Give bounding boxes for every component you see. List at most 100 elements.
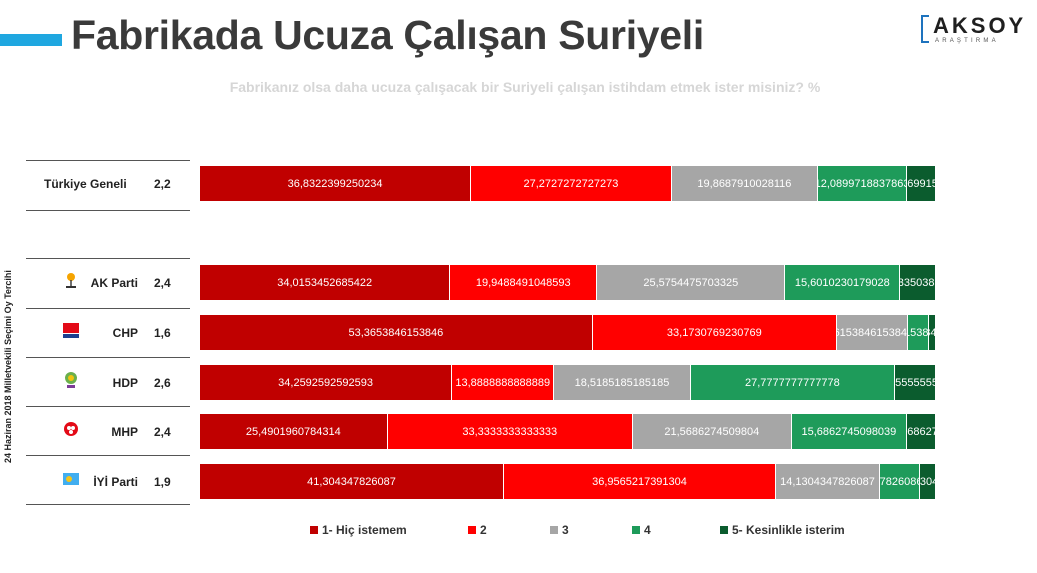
data-label: 19,8687910028116 xyxy=(697,177,792,190)
bar-segment: 2,17391304347826 xyxy=(920,464,936,499)
row-label: HDP xyxy=(112,376,138,390)
bar-segment: 12,0899718837863 xyxy=(818,166,908,201)
aksoy-logo: AKSOY ARAŞTIRMA xyxy=(921,13,1031,48)
data-label: 34,2592592592593 xyxy=(278,376,373,389)
row-label: İYİ Parti xyxy=(93,475,138,489)
data-label: 5,55555555555556 xyxy=(895,376,936,389)
data-label: 12,0899718837863 xyxy=(818,177,908,190)
side-axis-label: 24 Haziran 2018 Milletvekili Seçimi Oy T… xyxy=(3,270,13,463)
stacked-bar: 36,8322399250234 27,2727272727273 19,86879… xyxy=(200,166,936,201)
row-label: CHP xyxy=(112,326,138,340)
data-label: 15,6010230179028 xyxy=(794,276,890,289)
bar-segment: 41,304347826087 xyxy=(200,464,504,499)
data-label: 36,9565217391304 xyxy=(592,475,687,488)
bar-segment: 33,1730769230769 xyxy=(592,315,837,350)
row-divider-line xyxy=(26,308,190,309)
bar-segment: 36,8322399250234 xyxy=(200,166,472,201)
bar-segment: 0,96153846153846 xyxy=(928,315,936,350)
legend-label: 3 xyxy=(562,523,569,537)
title-accent-bar xyxy=(0,34,62,46)
data-label: 41,304347826087 xyxy=(307,475,396,488)
data-label: 4,85933503836317 xyxy=(900,276,935,289)
legend-label: 5- Kesinlikle isterim xyxy=(732,523,845,537)
row-mean-value: 2,4 xyxy=(154,425,171,439)
row-mean-value: 2,6 xyxy=(154,376,171,390)
data-label: 19,9488491048593 xyxy=(475,276,571,289)
hdp-logo-icon xyxy=(62,371,80,389)
chp-logo-icon xyxy=(62,321,80,339)
bar-segment: 2,88461538461538 xyxy=(907,315,929,350)
row-divider-line xyxy=(26,160,190,161)
stacked-bar: 34,2592592592593 13,8888888888889 18,51851… xyxy=(200,365,936,400)
data-label: 27,7777777777778 xyxy=(744,376,840,389)
data-label: 33,1730769230769 xyxy=(666,326,762,339)
data-label: 21,5686274509804 xyxy=(664,425,760,438)
bar-segment: 5,43478260869565 xyxy=(880,464,920,499)
bar-segment: 34,0153452685422 xyxy=(200,265,451,300)
bar-segment: 19,9488491048593 xyxy=(450,265,598,300)
legend-swatch xyxy=(632,526,640,534)
data-label: 36,8322399250234 xyxy=(287,177,383,190)
bar-segment: 36,9565217391304 xyxy=(504,464,776,499)
data-label: 15,6862745098039 xyxy=(801,425,897,438)
data-label: 3,93626991565136 xyxy=(907,177,935,190)
bar-segment: 25,5754475703325 xyxy=(597,265,786,300)
legend-label: 4 xyxy=(644,523,651,537)
legend-label: 2 xyxy=(480,523,487,537)
bar-segment: 15,6010230179028 xyxy=(785,265,901,300)
bar-segment: 18,5185185185185 xyxy=(554,365,691,400)
data-label: 27,2727272727273 xyxy=(523,177,619,190)
stacked-bar: 41,304347826087 36,9565217391304 14,130434… xyxy=(200,464,936,499)
row-mean-value: 1,9 xyxy=(154,475,171,489)
logo-bracket-icon xyxy=(921,15,929,43)
row-divider-line xyxy=(26,504,190,505)
row-divider-line xyxy=(26,406,190,407)
stacked-bar: 25,4901960784314 33,3333333333333 21,56862… xyxy=(200,414,936,449)
data-label: 5,43478260869565 xyxy=(880,475,919,488)
row-label: MHP xyxy=(111,425,138,439)
bar-segment: 4,85933503836317 xyxy=(900,265,936,300)
row-label: Türkiye Geneli xyxy=(44,177,127,191)
row-mean-value: 2,2 xyxy=(154,177,171,191)
legend-item: 4 xyxy=(632,523,651,537)
legend-swatch xyxy=(720,526,728,534)
row-divider-line xyxy=(26,357,190,358)
data-label: 0,96153846153846 xyxy=(929,326,936,339)
legend-swatch xyxy=(310,526,318,534)
bar-segment: 27,7777777777778 xyxy=(690,365,896,400)
bar-segment: 3,93626991565136 xyxy=(907,166,936,201)
bar-segment: 14,1304347826087 xyxy=(776,464,880,499)
bar-segment: 33,3333333333333 xyxy=(387,414,633,449)
row-divider-line xyxy=(26,210,190,211)
row-mean-value: 1,6 xyxy=(154,326,171,340)
stacked-bar: 53,3653846153846 33,1730769230769 9,615384… xyxy=(200,315,936,350)
bar-segment: 3,92156862745098 xyxy=(907,414,936,449)
bar-segment: 19,8687910028116 xyxy=(671,166,819,201)
mhp-logo-icon xyxy=(62,420,80,438)
legend-item: 3 xyxy=(550,523,569,537)
logo-subtext: ARAŞTIRMA xyxy=(935,38,999,44)
legend-item: 1- Hiç istemem xyxy=(310,523,407,537)
legend-swatch xyxy=(550,526,558,534)
akparti-logo-icon xyxy=(62,271,80,289)
bar-segment: 13,8888888888889 xyxy=(452,365,555,400)
row-divider-line xyxy=(26,455,190,456)
data-label: 3,92156862745098 xyxy=(907,425,935,438)
data-label: 33,3333333333333 xyxy=(462,425,558,438)
data-label: 34,0153452685422 xyxy=(277,276,373,289)
bar-segment: 34,2592592592593 xyxy=(200,365,453,400)
data-label: 2,88461538461538 xyxy=(908,326,929,339)
row-mean-value: 2,4 xyxy=(154,276,171,290)
bar-segment: 21,5686274509804 xyxy=(632,414,792,449)
legend-item: 5- Kesinlikle isterim xyxy=(720,523,845,537)
data-label: 18,5185185185185 xyxy=(574,376,670,389)
bar-segment: 53,3653846153846 xyxy=(200,315,593,350)
chart-question: Fabrikanız olsa daha ucuza çalışacak bir… xyxy=(229,79,821,95)
bar-segment: 15,6862745098039 xyxy=(791,414,908,449)
bar-segment: 27,2727272727273 xyxy=(471,166,672,201)
data-label: 53,3653846153846 xyxy=(348,326,444,339)
bar-segment: 9,61538461538462 xyxy=(836,315,908,350)
data-label: 25,5754475703325 xyxy=(643,276,739,289)
bar-segment: 5,55555555555556 xyxy=(895,365,936,400)
legend-label: 1- Hiç istemem xyxy=(322,523,407,537)
